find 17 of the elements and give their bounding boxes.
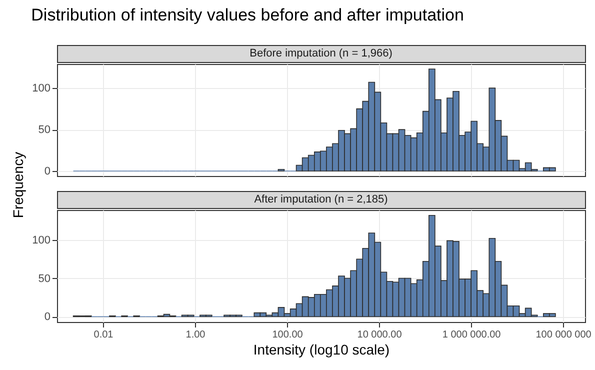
chart-subtitle: After imputation (n = 2,185) xyxy=(254,194,388,206)
y-tick-label: 100 xyxy=(32,82,50,95)
x-tick-label: 1 000 000.00 xyxy=(442,330,502,340)
x-axis-title: Intensity (log10 scale) xyxy=(253,342,390,358)
y-axis-title: Frequency xyxy=(10,150,26,220)
x-tick-label: 1.00 xyxy=(186,330,206,340)
x-tick-label: 100 000 000 xyxy=(536,330,592,340)
y-tick-label: 0 xyxy=(44,311,50,324)
chart-subtitle: Before imputation (n = 1,966) xyxy=(250,48,392,60)
x-tick-label: 10 000.00 xyxy=(357,330,402,340)
y-tick-label: 50 xyxy=(38,124,50,136)
y-tick-label: 100 xyxy=(32,234,50,246)
x-tick-label: 0.01 xyxy=(94,330,114,340)
y-tick-label: 0 xyxy=(44,166,50,178)
y-tick-label: 50 xyxy=(38,272,50,285)
chart-title: Distribution of intensity values before and after imputation xyxy=(31,6,464,24)
x-tick-label: 100.00 xyxy=(272,330,304,340)
